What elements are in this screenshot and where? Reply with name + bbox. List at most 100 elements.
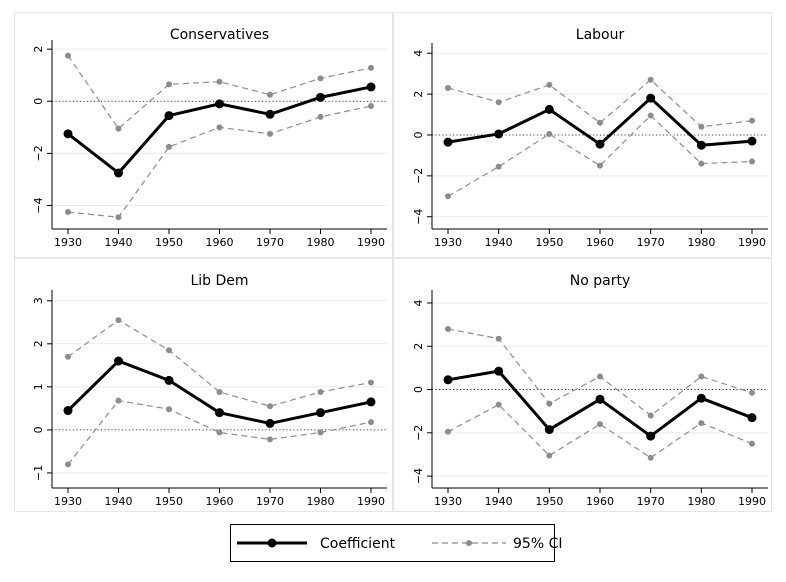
y-tick-label: 4 [412,299,425,306]
coefficient-point [63,406,73,416]
x-tick-label: 1990 [738,236,766,249]
y-tick-label: 4 [412,50,425,57]
x-tick-label: 1940 [105,236,133,249]
ci-point [368,64,374,71]
ci-point [698,123,705,130]
coefficient-point [494,129,504,139]
x-tick-label: 1970 [637,236,665,249]
ci-point [495,335,502,342]
legend-coefficient-label: Coefficient [320,536,396,552]
x-tick-label: 1930 [434,236,462,249]
x-tick-label: 1990 [357,236,385,249]
panel-border [14,258,393,512]
x-tick-label: 1970 [256,495,284,508]
panel-lib-dem: Lib Dem −1 0 1 2 3 1930 1940 1950 1960 1970 1980 199… [14,258,393,512]
ci-point [115,125,122,132]
ci-point [317,429,324,436]
legend: Coefficient 95% CI [230,524,562,562]
ci-point [749,389,755,396]
ci-point [749,158,755,165]
coefficient-point [696,140,706,150]
panel-title: Labour [576,27,625,43]
coefficient-point [164,375,174,385]
ci-point [698,160,705,167]
panel-title: No party [570,273,630,289]
coefficient-point [265,109,275,119]
coefficient-point [646,93,656,103]
coefficient-point [366,82,376,92]
coefficient-point [747,136,757,146]
x-tick-label: 1940 [485,495,513,508]
x-tick-label: 1960 [206,236,234,249]
coefficient-point [215,408,224,418]
ci-point [546,130,553,137]
y-tick-label: 0 [412,386,425,393]
x-tick-label: 1950 [155,495,183,508]
ci-point [368,102,374,109]
ci-point [267,436,273,443]
ci-point [445,325,451,332]
coefficient-point [443,137,453,147]
ci-point [317,389,324,396]
ci-point [267,403,273,410]
ci-point [368,419,374,426]
x-tick-label: 1940 [105,495,133,508]
ci-point [216,429,223,436]
y-tick-label: 2 [32,46,45,53]
ci-point [267,130,273,137]
x-tick-label: 1970 [256,236,284,249]
ci-point [749,440,755,447]
panel-border [14,12,393,258]
ci-point [445,193,451,200]
legend-coefficient-marker [267,538,277,548]
ci-point [166,143,172,150]
ci-line [67,105,372,218]
panel-labour: Labour −4 −2 0 2 4 1930 1940 1950 1960 1970 1980 199… [393,12,772,258]
ci-point [368,379,374,386]
ci-point [445,84,451,91]
ci-point [65,353,71,360]
coefficient-point [265,418,275,428]
x-tick-label: 1980 [687,495,715,508]
coefficient-point [595,394,605,404]
y-tick-label: 0 [32,426,45,433]
ci-point [166,406,172,413]
coefficient-point [366,397,376,407]
coefficient-point [747,413,757,423]
y-tick-label: 0 [32,98,45,105]
panel-title: Lib Dem [190,273,248,289]
ci-point [495,163,502,170]
y-tick-label: −4 [412,468,425,484]
ci-point [115,317,122,324]
ci-point [216,78,223,85]
coefficient-point [316,408,325,418]
x-tick-label: 1980 [307,495,335,508]
ci-point [495,99,502,106]
ci-point [647,112,654,119]
ci-point [647,76,654,83]
x-tick-label: 1970 [637,495,665,508]
coefficient-point [494,366,504,376]
ci-point [698,420,705,427]
y-tick-label: 2 [412,91,425,98]
x-tick-label: 1960 [586,495,614,508]
ci-point [495,401,502,408]
ci-point [749,117,755,124]
panel-border [393,258,772,512]
y-tick-label: −4 [412,209,425,225]
ci-point [166,81,172,88]
x-tick-label: 1990 [357,495,385,508]
legend-ci-marker [466,540,472,546]
x-tick-label: 1950 [155,236,183,249]
panel-no-party: No party −4 −2 0 2 4 1930 1940 1950 1960 1970 1980 1… [393,258,772,512]
x-tick-label: 1950 [535,236,563,249]
y-tick-label: 2 [412,343,425,350]
ci-line [447,114,753,197]
ci-line [447,404,753,459]
coefficient-point [114,356,123,366]
ci-point [115,214,122,221]
y-tick-label: −4 [32,197,45,213]
x-tick-label: 1930 [434,495,462,508]
